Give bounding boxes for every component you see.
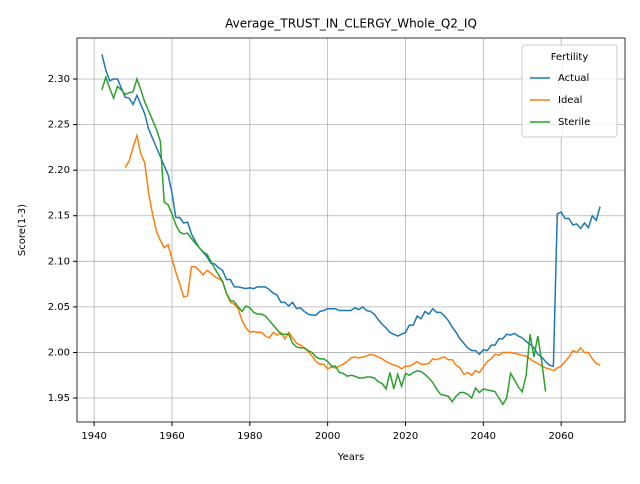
x-tick-label: 1940 — [81, 431, 106, 442]
series-line — [124, 132, 601, 377]
x-tick-label: 2000 — [315, 431, 340, 442]
legend-box — [521, 44, 618, 138]
y-tick-label: 2.00 — [48, 347, 70, 358]
y-tick-label: 2.10 — [48, 256, 70, 267]
x-tick-label: 2040 — [471, 431, 496, 442]
x-tick-label: 1980 — [237, 431, 262, 442]
y-tick-label: 2.15 — [48, 211, 70, 222]
y-axis-label: Score(1-3) — [17, 204, 28, 256]
legend-label: Actual — [558, 73, 589, 84]
x-tick-label: 2020 — [393, 431, 418, 442]
legend-label: Sterile — [558, 117, 590, 128]
legend-label: Ideal — [558, 95, 582, 106]
plot-frame — [76, 37, 626, 423]
series-line — [101, 54, 601, 368]
x-axis-label: Years — [337, 452, 364, 463]
series-line — [101, 74, 547, 406]
y-tick-label: 2.20 — [48, 165, 70, 176]
y-tick-label: 2.30 — [48, 74, 70, 85]
chart-title: Average_TRUST_IN_CLERGY_Whole_Q2_IQ — [225, 17, 477, 31]
legend-title: Fertility — [551, 52, 589, 63]
y-tick-label: 2.05 — [48, 302, 70, 313]
x-tick-label: 2060 — [548, 431, 573, 442]
legend: Fertility Actual Ideal Sterile — [521, 44, 618, 138]
x-tick-label: 1960 — [159, 431, 184, 442]
y-tick-label: 2.25 — [48, 120, 70, 131]
y-tick-label: 1.95 — [48, 393, 70, 404]
